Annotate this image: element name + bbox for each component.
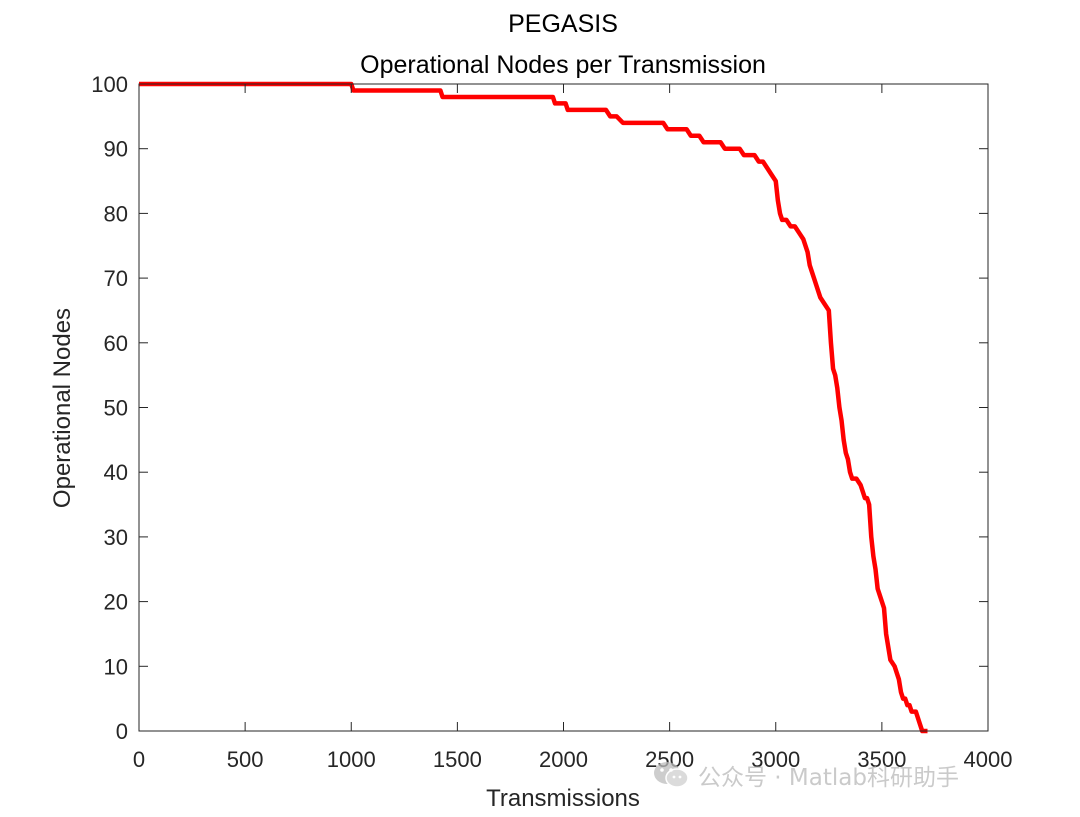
y-tick-label: 40 — [104, 460, 128, 485]
y-tick-label: 10 — [104, 654, 128, 679]
x-axis-label: Transmissions — [486, 785, 640, 812]
plot-area — [139, 84, 988, 731]
watermark: 公众号 · Matlab科研助手 — [652, 758, 959, 792]
x-tick-label: 1500 — [433, 747, 482, 772]
series-layer — [139, 81, 929, 734]
x-tick-label: 500 — [227, 747, 264, 772]
wechat-icon — [652, 760, 690, 790]
y-axis-label: Operational Nodes — [49, 308, 76, 508]
y-tick-label: 100 — [91, 72, 128, 97]
x-tick-label: 3000 — [751, 747, 800, 772]
y-tick-label: 70 — [104, 266, 128, 291]
y-tick-label: 80 — [104, 201, 128, 226]
axes-layer: 0 500 1000 1500 2000 2500 3000 3500 400001020304… — [91, 72, 1012, 772]
x-tick-label: 1000 — [327, 747, 376, 772]
y-tick-label: 20 — [104, 590, 128, 615]
x-tick-label: 0 — [133, 747, 145, 772]
chart-title: PEGASIS — [508, 10, 618, 38]
y-tick-label: 50 — [104, 396, 128, 421]
chart-subtitle: Operational Nodes per Transmission — [360, 51, 766, 79]
x-tick-label: 4000 — [964, 747, 1013, 772]
x-tick-label: 2000 — [539, 747, 588, 772]
plot-background — [139, 84, 988, 731]
watermark-text: 公众号 · Matlab科研助手 — [698, 765, 959, 791]
series-line-0 — [139, 81, 929, 734]
y-tick-label: 90 — [104, 137, 128, 162]
y-tick-label: 30 — [104, 525, 128, 550]
x-tick-label: 3500 — [857, 747, 906, 772]
y-tick-label: 60 — [104, 331, 128, 356]
y-tick-label: 0 — [116, 719, 128, 744]
